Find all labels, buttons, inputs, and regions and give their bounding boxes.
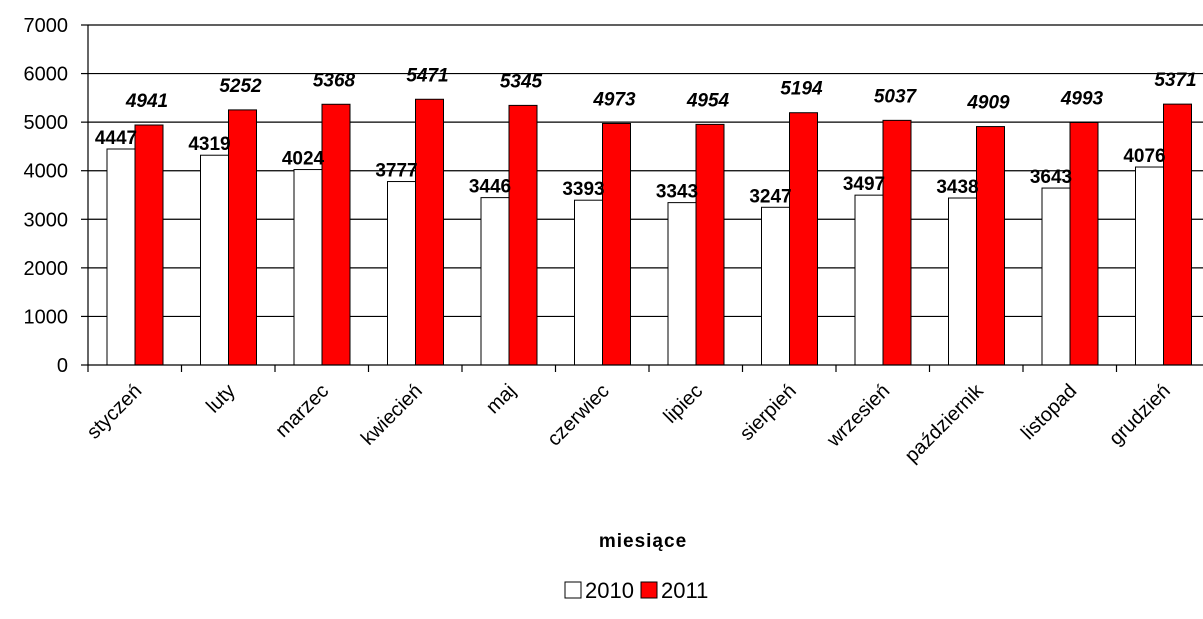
y-tick-label: 4000 xyxy=(24,161,69,183)
bar-2011-1 xyxy=(228,109,257,366)
bars xyxy=(106,98,1192,366)
y-tick-label: 2000 xyxy=(24,258,69,280)
data-label-2011-9: 4909 xyxy=(966,93,1010,114)
x-tick-label: październik xyxy=(901,379,989,467)
bar-2010-5 xyxy=(574,199,603,366)
x-tick-label: grudzień xyxy=(1105,380,1175,450)
bar-2010-7 xyxy=(761,206,790,366)
x-tick-label: lipiec xyxy=(660,380,708,428)
data-label-2011-11: 5371 xyxy=(1154,70,1196,91)
data-label-2010-8: 3497 xyxy=(843,174,885,195)
x-tick-label: luty xyxy=(202,380,240,418)
legend-swatch-2011 xyxy=(640,581,658,599)
axes xyxy=(81,24,1203,372)
data-label-2011-8: 5037 xyxy=(874,86,918,107)
data-label-2010-11: 4076 xyxy=(1123,146,1165,167)
bar-2010-4 xyxy=(480,197,510,366)
bar-2010-10 xyxy=(1041,187,1071,366)
bar-2011-0 xyxy=(134,124,164,366)
legend-swatch-2010 xyxy=(564,581,582,599)
data-label-2011-1: 5252 xyxy=(219,76,262,97)
bar-2010-1 xyxy=(200,154,229,366)
legend-label-2010: 2010 xyxy=(585,578,634,603)
data-label-2010-5: 3393 xyxy=(562,179,604,200)
x-axis-title: miesiące xyxy=(599,531,687,552)
bar-2010-11 xyxy=(1135,166,1164,366)
x-tick-label: wrzesień xyxy=(822,380,894,452)
data-label-2010-0: 4447 xyxy=(95,128,137,149)
y-tick-label: 5000 xyxy=(24,112,69,134)
bar-2011-2 xyxy=(321,103,351,366)
bar-2011-6 xyxy=(695,123,725,366)
y-tick-label: 1000 xyxy=(24,306,69,328)
legend: 2010 2011 xyxy=(564,578,708,603)
y-tick-label: 0 xyxy=(57,355,68,377)
data-label-2010-4: 3446 xyxy=(469,177,511,198)
x-tick-label: styczeń xyxy=(83,380,147,444)
bar-2011-7 xyxy=(789,112,818,366)
x-tick-label: listopad xyxy=(1017,380,1081,444)
data-label-2010-9: 3438 xyxy=(936,177,978,198)
bar-2011-8 xyxy=(882,119,912,366)
data-label-2011-0: 4941 xyxy=(125,91,168,112)
y-tick-label: 6000 xyxy=(24,64,69,86)
data-label-2010-1: 4319 xyxy=(188,134,230,155)
bar-2010-0 xyxy=(106,148,136,366)
data-labels: 4447 4941 4319 5252 4024 5368 3777 5471 3446 5345… xyxy=(95,65,1197,207)
x-tick-label: sierpień xyxy=(736,380,801,445)
data-label-2011-3: 5471 xyxy=(406,65,448,86)
y-tick-label: 7000 xyxy=(24,15,69,37)
gridlines xyxy=(88,24,1203,318)
data-label-2010-3: 3777 xyxy=(375,161,417,182)
bar-2011-4 xyxy=(508,104,538,366)
bar-2011-10 xyxy=(1069,121,1099,366)
bar-2010-8 xyxy=(854,194,884,366)
x-tick-label: maj xyxy=(482,380,520,418)
bar-2011-9 xyxy=(976,126,1005,366)
data-label-2011-5: 4973 xyxy=(592,89,636,110)
legend-label-2011: 2011 xyxy=(661,578,708,603)
bar-2011-5 xyxy=(602,122,631,366)
bar-2010-3 xyxy=(387,181,416,366)
y-tick-label: 3000 xyxy=(24,209,69,231)
x-tick-label: czerwiec xyxy=(543,380,614,451)
bar-2010-6 xyxy=(667,202,697,366)
data-label-2011-6: 4954 xyxy=(686,90,730,111)
x-tick-label: kwiecień xyxy=(357,380,427,450)
x-tick-labels: styczeń luty marzec kwiecień maj czerwiec lipi… xyxy=(83,379,1175,467)
data-label-2011-2: 5368 xyxy=(313,70,356,91)
data-label-2010-10: 3643 xyxy=(1030,167,1072,188)
bar-2011-3 xyxy=(415,98,444,366)
data-label-2010-6: 3343 xyxy=(656,182,698,203)
data-label-2011-7: 5194 xyxy=(780,79,823,100)
x-tick-label: marzec xyxy=(271,380,333,442)
bar-2011-11 xyxy=(1163,103,1192,366)
data-label-2010-2: 4024 xyxy=(282,149,325,170)
bar-2010-9 xyxy=(948,197,977,366)
bar-2010-2 xyxy=(293,169,323,366)
data-label-2011-10: 4993 xyxy=(1060,88,1104,109)
y-tick-labels: 0 1000 2000 3000 4000 5000 6000 7000 xyxy=(24,15,69,377)
data-label-2010-7: 3247 xyxy=(749,186,791,207)
data-label-2011-4: 5345 xyxy=(500,71,543,92)
